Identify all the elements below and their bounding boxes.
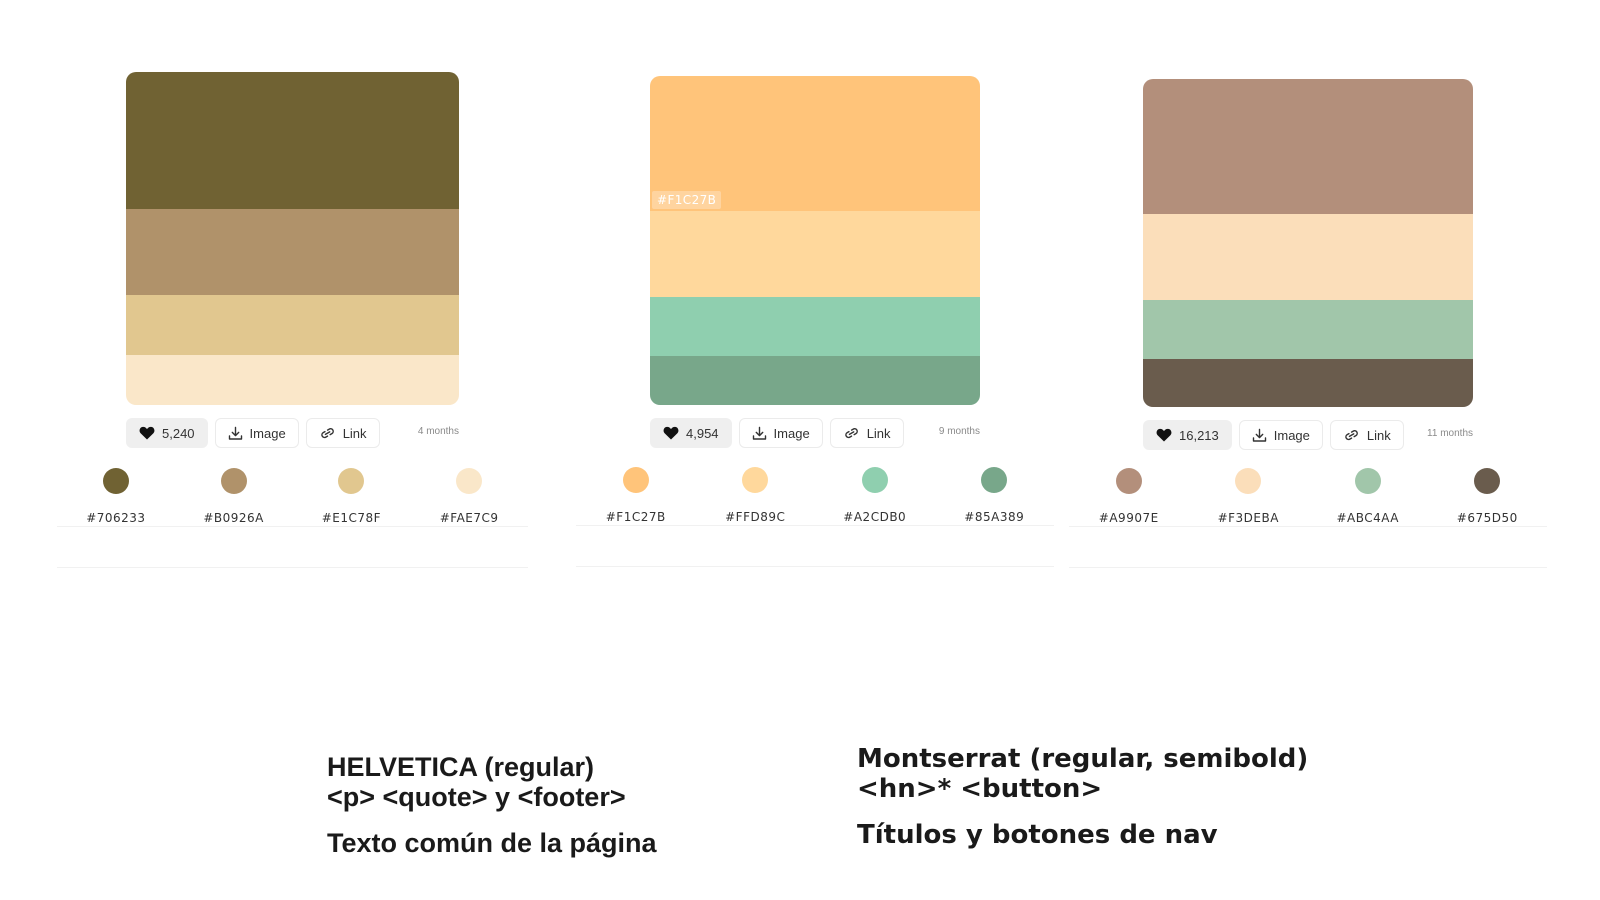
helvetica-font-usage: Texto común de la página: [327, 828, 657, 858]
download-image-button[interactable]: Image: [738, 418, 823, 448]
swatch-item[interactable]: #85A389: [935, 467, 1055, 566]
color-band-4[interactable]: [126, 355, 459, 405]
like-button[interactable]: 5,240: [126, 418, 208, 448]
color-band-1[interactable]: [1143, 79, 1473, 214]
swatch-hex[interactable]: #FFD89C: [725, 510, 786, 524]
palette-color-stack[interactable]: [1143, 79, 1473, 407]
swatch-hex[interactable]: #A2CDB0: [843, 510, 907, 524]
swatch-dot[interactable]: [1235, 468, 1262, 494]
heart-icon: [139, 426, 155, 440]
link-label: Link: [1366, 427, 1391, 443]
swatch-item[interactable]: #A9907E: [1069, 468, 1189, 567]
montserrat-font-usage: Títulos y botones de nav: [857, 820, 1218, 850]
swatch-dot[interactable]: [742, 467, 769, 493]
link-icon: [319, 427, 336, 439]
color-band-3[interactable]: [1143, 300, 1473, 359]
swatch-item[interactable]: #675D50: [1428, 468, 1548, 567]
image-label: Image: [773, 425, 810, 441]
montserrat-font-tags: <hn>* <button>: [857, 774, 1103, 804]
swatch-dot[interactable]: [981, 467, 1008, 493]
palette-age: 9 months: [938, 426, 980, 437]
like-button[interactable]: 16,213: [1143, 420, 1232, 450]
download-image-button[interactable]: Image: [1238, 420, 1323, 450]
palette-actions: 5,240 Image Link 4 months: [126, 418, 459, 448]
palette-age: 11 months: [1427, 428, 1473, 439]
swatch-dot[interactable]: [220, 468, 247, 494]
helvetica-font-tags: <p> <quote> y <footer>: [327, 782, 626, 812]
swatch-item[interactable]: #FFD89C: [696, 467, 816, 566]
swatch-hex[interactable]: #706233: [86, 511, 146, 525]
swatch-dot[interactable]: [622, 467, 649, 493]
swatch-dot[interactable]: [102, 468, 129, 494]
image-label: Image: [249, 425, 286, 441]
color-band-2[interactable]: [650, 211, 980, 297]
link-label: Link: [342, 425, 367, 441]
swatch-hex[interactable]: #B0926A: [203, 511, 264, 525]
swatch-row: #F1C27B #FFD89C #A2CDB0 #85A389: [576, 467, 1055, 567]
copy-link-button[interactable]: Link: [305, 418, 380, 448]
swatch-hex[interactable]: #85A389: [964, 510, 1025, 524]
swatch-item[interactable]: #F1C27B: [576, 467, 696, 566]
swatch-dot[interactable]: [1354, 468, 1381, 494]
helvetica-font-title: HELVETICA (regular): [327, 752, 595, 782]
swatch-hex[interactable]: #ABC4AA: [1336, 511, 1400, 525]
swatch-hex[interactable]: #675D50: [1456, 511, 1518, 525]
swatch-dot[interactable]: [861, 467, 888, 493]
swatch-item[interactable]: #706233: [57, 468, 175, 567]
swatch-dot[interactable]: [1115, 468, 1142, 494]
palette-actions: 16,213 Image Link 11 months: [1143, 420, 1473, 450]
palette-age: 4 months: [417, 426, 459, 437]
heart-icon: [1156, 428, 1172, 442]
color-band-1[interactable]: [126, 72, 459, 209]
color-band-4[interactable]: [1143, 359, 1473, 407]
swatch-item[interactable]: #E1C78F: [293, 468, 411, 567]
color-hover-label: #F1C27B: [652, 191, 722, 209]
swatch-row: #A9907E #F3DEBA #ABC4AA #675D50: [1069, 468, 1548, 568]
download-icon: [752, 426, 767, 441]
swatch-dot[interactable]: [338, 468, 365, 494]
like-count: 4,954: [686, 425, 719, 441]
swatch-item[interactable]: #A2CDB0: [815, 467, 935, 566]
heart-icon: [663, 426, 679, 440]
swatch-item[interactable]: #B0926A: [175, 468, 293, 567]
color-band-3[interactable]: [126, 295, 459, 355]
link-icon: [843, 427, 860, 439]
color-band-2[interactable]: [1143, 214, 1473, 300]
swatch-item[interactable]: #FAE7C9: [410, 468, 528, 567]
copy-link-button[interactable]: Link: [1329, 420, 1404, 450]
download-icon: [228, 426, 243, 441]
color-band-3[interactable]: [650, 297, 980, 356]
image-label: Image: [1273, 427, 1310, 443]
swatch-dot[interactable]: [1474, 468, 1501, 494]
color-band-2[interactable]: [126, 209, 459, 295]
palette-actions: 4,954 Image Link 9 months: [650, 418, 980, 448]
link-label: Link: [866, 425, 891, 441]
swatch-hex[interactable]: #F3DEBA: [1217, 511, 1279, 525]
swatch-hex[interactable]: #A9907E: [1098, 511, 1159, 525]
palette-color-stack[interactable]: [126, 72, 459, 405]
color-band-1[interactable]: #F1C27B: [650, 76, 980, 211]
copy-link-button[interactable]: Link: [829, 418, 904, 448]
palette-color-stack[interactable]: #F1C27B: [650, 76, 980, 405]
download-icon: [1252, 428, 1267, 443]
like-count: 5,240: [162, 425, 195, 441]
helvetica-typography-note: HELVETICA (regular) <p> <quote> y <foote…: [327, 752, 657, 858]
download-image-button[interactable]: Image: [214, 418, 299, 448]
swatch-item[interactable]: #ABC4AA: [1308, 468, 1428, 567]
like-count: 16,213: [1179, 427, 1219, 443]
montserrat-font-title: Montserrat (regular, semibold): [857, 744, 1309, 774]
montserrat-typography-note: Montserrat (regular, semibold) <hn>* <bu…: [857, 744, 1308, 850]
link-icon: [1343, 429, 1360, 441]
swatch-hex[interactable]: #F1C27B: [605, 510, 666, 524]
swatch-hex[interactable]: #FAE7C9: [439, 511, 499, 525]
swatch-dot[interactable]: [456, 468, 483, 494]
swatch-row: #706233 #B0926A #E1C78F #FAE7C9: [57, 468, 528, 568]
swatch-item[interactable]: #F3DEBA: [1189, 468, 1309, 567]
color-band-4[interactable]: [650, 356, 980, 405]
swatch-hex[interactable]: #E1C78F: [321, 511, 382, 525]
like-button[interactable]: 4,954: [650, 418, 732, 448]
